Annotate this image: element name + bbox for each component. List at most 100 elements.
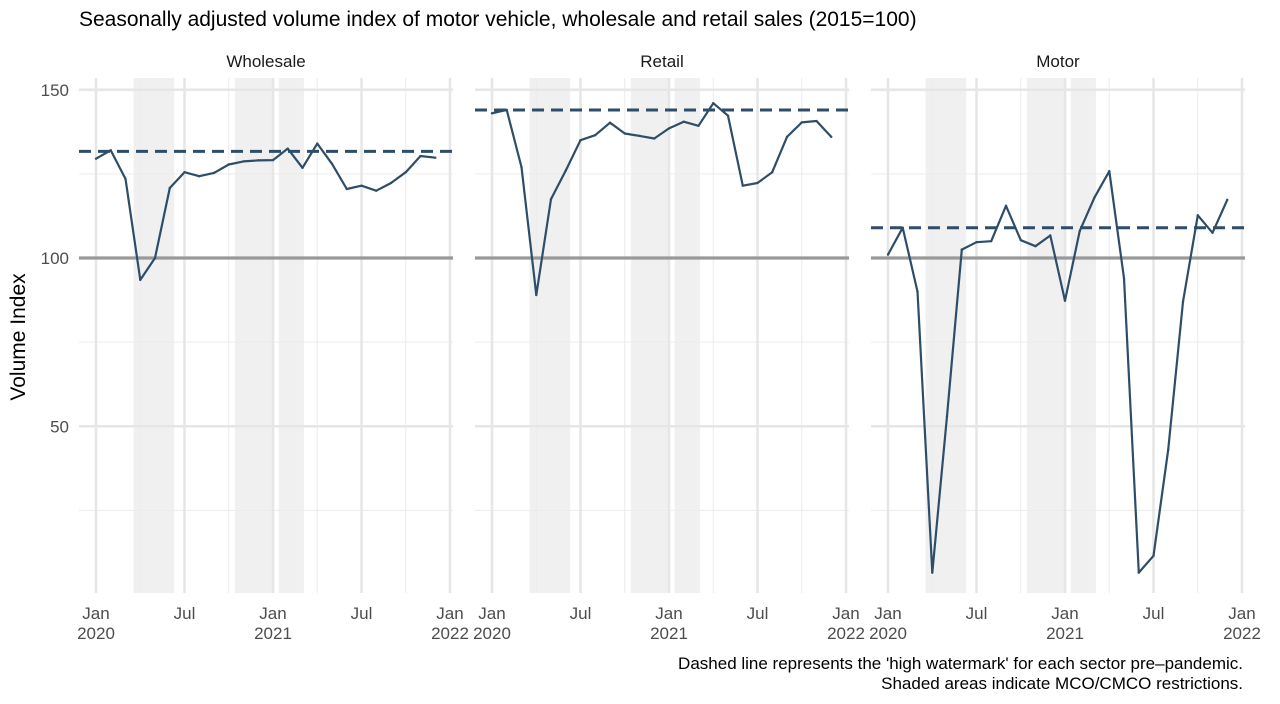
data-point [286, 147, 289, 150]
x-tick-label: Jan [1051, 604, 1078, 623]
x-tick-label: 2022 [827, 624, 865, 643]
x-tick-label: 2022 [431, 624, 469, 643]
x-tick-label: Jan [832, 604, 859, 623]
y-tick-label: 100 [41, 249, 69, 268]
series-line [887, 170, 1229, 574]
data-point [1181, 300, 1185, 303]
data-point [1122, 276, 1126, 280]
data-point [1226, 198, 1229, 201]
x-tick-label: 2020 [869, 624, 907, 643]
data-point [1108, 169, 1111, 173]
data-point [94, 157, 98, 160]
data-point [316, 142, 319, 145]
data-point [227, 163, 230, 166]
chart-title: Seasonally adjusted volume index of moto… [79, 8, 917, 31]
data-point [257, 159, 260, 162]
data-point [490, 112, 494, 115]
data-point [1211, 231, 1214, 234]
x-tick-label: Jul [351, 604, 373, 623]
data-point [1063, 299, 1067, 302]
data-point [638, 134, 641, 138]
data-point [535, 293, 538, 297]
data-point [242, 160, 245, 163]
y-tick-label: 50 [50, 417, 69, 436]
data-point [1078, 229, 1081, 233]
data-point [301, 166, 304, 170]
x-tick-label: 2021 [1046, 624, 1084, 643]
x-tick-label: Jan [655, 604, 682, 623]
x-tick-label: Jan [259, 604, 286, 623]
data-point [712, 102, 715, 105]
x-tick-label: Jul [570, 604, 592, 623]
data-point [419, 154, 422, 158]
shaded-period [278, 78, 304, 593]
data-point [623, 132, 626, 135]
data-point [389, 181, 393, 185]
data-point [1049, 234, 1052, 237]
x-tick-label: 2020 [473, 624, 511, 643]
data-point [1004, 204, 1008, 208]
shaded-period [630, 78, 669, 593]
caption-line-2: Shaded areas indicate MCO/CMCO restricti… [881, 674, 1243, 693]
data-point [990, 239, 993, 243]
series-line [95, 142, 436, 281]
shaded-period [234, 78, 273, 593]
data-point [212, 171, 216, 175]
x-tick-label: 2021 [650, 624, 688, 643]
data-point [1167, 448, 1170, 452]
data-point [653, 137, 656, 140]
data-point [168, 186, 171, 190]
y-tick-label: 150 [41, 81, 69, 100]
data-point [505, 108, 508, 112]
data-point [756, 181, 759, 185]
shaded-period [925, 78, 967, 593]
data-point [1137, 571, 1140, 574]
data-point [726, 114, 730, 117]
data-point [1019, 238, 1022, 242]
shaded-period [133, 78, 175, 593]
data-point [815, 119, 818, 123]
x-tick-label: 2020 [77, 624, 115, 643]
x-tick-label: Jul [747, 604, 769, 623]
panel-title: Motor [1036, 52, 1080, 71]
shaded-period [1026, 78, 1065, 593]
shaded-period [674, 78, 700, 593]
data-point [124, 177, 127, 181]
x-tick-label: 2021 [254, 624, 292, 643]
data-point [404, 170, 407, 174]
panel-title: Wholesale [226, 52, 305, 71]
y-axis-title: Volume Index [7, 273, 30, 401]
data-point [1093, 196, 1096, 199]
data-point [945, 414, 949, 418]
data-point [109, 149, 112, 152]
x-tick-label: Jan [436, 604, 463, 623]
series-line [491, 102, 833, 297]
x-tick-label: Jul [174, 604, 196, 623]
data-point [271, 158, 275, 162]
data-point [579, 139, 582, 142]
data-point [434, 156, 437, 159]
data-point [1034, 245, 1037, 248]
data-point [830, 135, 833, 139]
data-point [520, 165, 523, 169]
x-tick-label: Jan [478, 604, 505, 623]
data-point [198, 175, 201, 178]
x-tick-label: Jan [82, 604, 109, 623]
data-point [697, 124, 700, 127]
x-tick-label: Jul [966, 604, 988, 623]
data-point [901, 226, 904, 229]
data-point [682, 120, 685, 123]
data-point [800, 121, 803, 124]
panel-title: Retail [640, 52, 683, 71]
data-point [1196, 214, 1199, 217]
data-point [1152, 554, 1155, 558]
shaded-period [1070, 78, 1096, 593]
caption-line-1: Dashed line represents the 'high waterma… [678, 654, 1243, 673]
data-point [741, 184, 744, 187]
